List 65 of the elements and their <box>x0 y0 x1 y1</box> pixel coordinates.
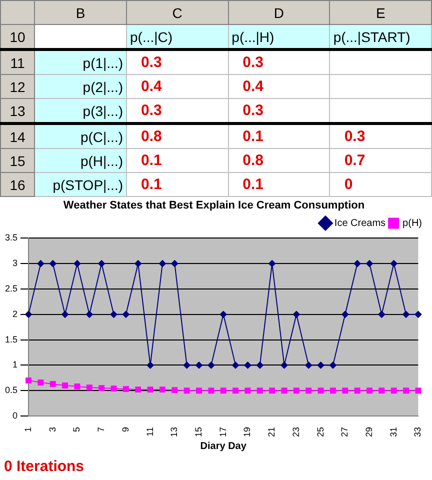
text: E <box>330 0 432 24</box>
y-tick-label: 2 <box>12 308 18 319</box>
text: 12 <box>0 74 34 98</box>
row-header-cell: p(1|...) <box>34 50 126 74</box>
data-label: 0.1 <box>228 124 330 148</box>
data-label: 0 <box>330 172 432 196</box>
y-tick-label: 3 <box>12 258 18 268</box>
legend-label: Ice Creams <box>334 218 386 229</box>
data-label: 0.3 <box>228 98 330 124</box>
data-label: 0.8 <box>228 148 330 172</box>
row-header-cell: p(STOP|...) <box>34 172 126 196</box>
x-tick-label: 33 <box>412 426 423 438</box>
data-label: 0.3 <box>126 98 228 124</box>
x-tick-label: 3 <box>47 426 58 432</box>
x-tick-label: 17 <box>218 426 228 438</box>
y-tick-label: 1.5 <box>4 334 18 344</box>
x-tick-label: 7 <box>96 426 106 432</box>
data-label: 0.7 <box>330 148 432 172</box>
text: 14 <box>0 124 34 148</box>
chart-title: Weather States that Best Explain Ice Cream Consumption <box>63 200 365 212</box>
text: 0 Iterations <box>4 458 84 475</box>
legend-label: p(H) <box>402 218 422 229</box>
x-tick-label: 25 <box>315 426 326 438</box>
row-header-cell: p(3|...) <box>34 98 126 124</box>
x-tick-label: 1 <box>22 426 33 432</box>
data-label: 0.8 <box>126 124 228 148</box>
text: 11 <box>0 50 34 74</box>
text: C <box>126 0 228 24</box>
x-tick-label: 13 <box>169 426 180 438</box>
text: 15 <box>0 148 34 172</box>
y-tick-label: 1 <box>12 360 18 370</box>
x-tick-label: 29 <box>364 426 374 438</box>
y-tick-label: 0.5 <box>4 385 18 396</box>
row-header-cell: p(H|...) <box>34 148 126 172</box>
text: D <box>228 0 330 24</box>
data-label: 0.1 <box>228 172 330 196</box>
y-tick-label: 3.5 <box>4 232 18 243</box>
text: 10 <box>0 24 34 50</box>
x-tick-label: 9 <box>120 426 130 432</box>
x-tick-label: 11 <box>144 426 155 436</box>
x-tick-label: 27 <box>340 426 350 438</box>
data-label: 0.4 <box>126 74 228 98</box>
y-tick-label: 0 <box>12 410 18 420</box>
text: 13 <box>0 98 34 124</box>
data-label: 0.3 <box>126 50 228 74</box>
y-tick-label: 2.5 <box>4 283 18 294</box>
x-tick-label: 21 <box>266 426 277 438</box>
row-header-cell: p(C|...) <box>34 124 126 148</box>
x-tick-label: 15 <box>193 426 204 438</box>
x-tick-label: 5 <box>72 426 82 432</box>
column-header-cell: p(...|H) <box>228 24 330 50</box>
x-axis-title: Diary Day <box>200 440 247 452</box>
x-tick-label: 31 <box>388 426 398 438</box>
column-header-cell: p(...|C) <box>126 24 228 50</box>
row-header-cell: p(2|...) <box>34 74 126 98</box>
data-label: 0.3 <box>330 124 432 148</box>
data-label: 0.1 <box>126 148 228 172</box>
data-label: 0.3 <box>228 50 330 74</box>
x-tick-label: 23 <box>290 426 301 438</box>
text: B <box>34 0 126 24</box>
text: 16 <box>0 172 34 196</box>
data-label: 0.1 <box>126 172 228 196</box>
column-header-cell: p(...|START) <box>330 24 432 50</box>
x-tick-label: 19 <box>242 426 252 438</box>
data-label: 0.4 <box>228 74 330 98</box>
